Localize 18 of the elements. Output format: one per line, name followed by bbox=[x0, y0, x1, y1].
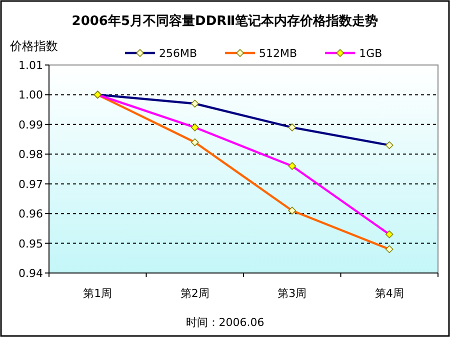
y-tick-label: 0.95 bbox=[18, 237, 43, 250]
x-tick-label: 第3周 bbox=[278, 287, 307, 300]
y-tick-label: 0.96 bbox=[18, 208, 43, 221]
y-tick-label: 0.99 bbox=[18, 118, 43, 132]
chart-title: 2006年5月不同容量DDRⅡ笔记本内存价格指数走势 bbox=[72, 13, 378, 29]
y-tick-label: 0.98 bbox=[18, 148, 43, 162]
x-tick-label: 第4周 bbox=[374, 287, 404, 300]
y-axis-title: 价格指数 bbox=[9, 39, 58, 53]
legend-label: 256MB bbox=[159, 47, 198, 60]
x-tick-label: 第1周 bbox=[83, 287, 112, 300]
x-tick-label: 第2周 bbox=[180, 287, 210, 300]
y-tick-label: 0.94 bbox=[18, 267, 43, 280]
legend-label: 512MB bbox=[259, 47, 298, 60]
text: 时间：2006.06 bbox=[186, 316, 264, 329]
y-tick-label: 1.01 bbox=[18, 59, 43, 72]
legend-label: 1GB bbox=[359, 47, 382, 60]
y-tick-label: 1.00 bbox=[18, 88, 43, 102]
y-tick-label: 0.97 bbox=[18, 178, 43, 191]
